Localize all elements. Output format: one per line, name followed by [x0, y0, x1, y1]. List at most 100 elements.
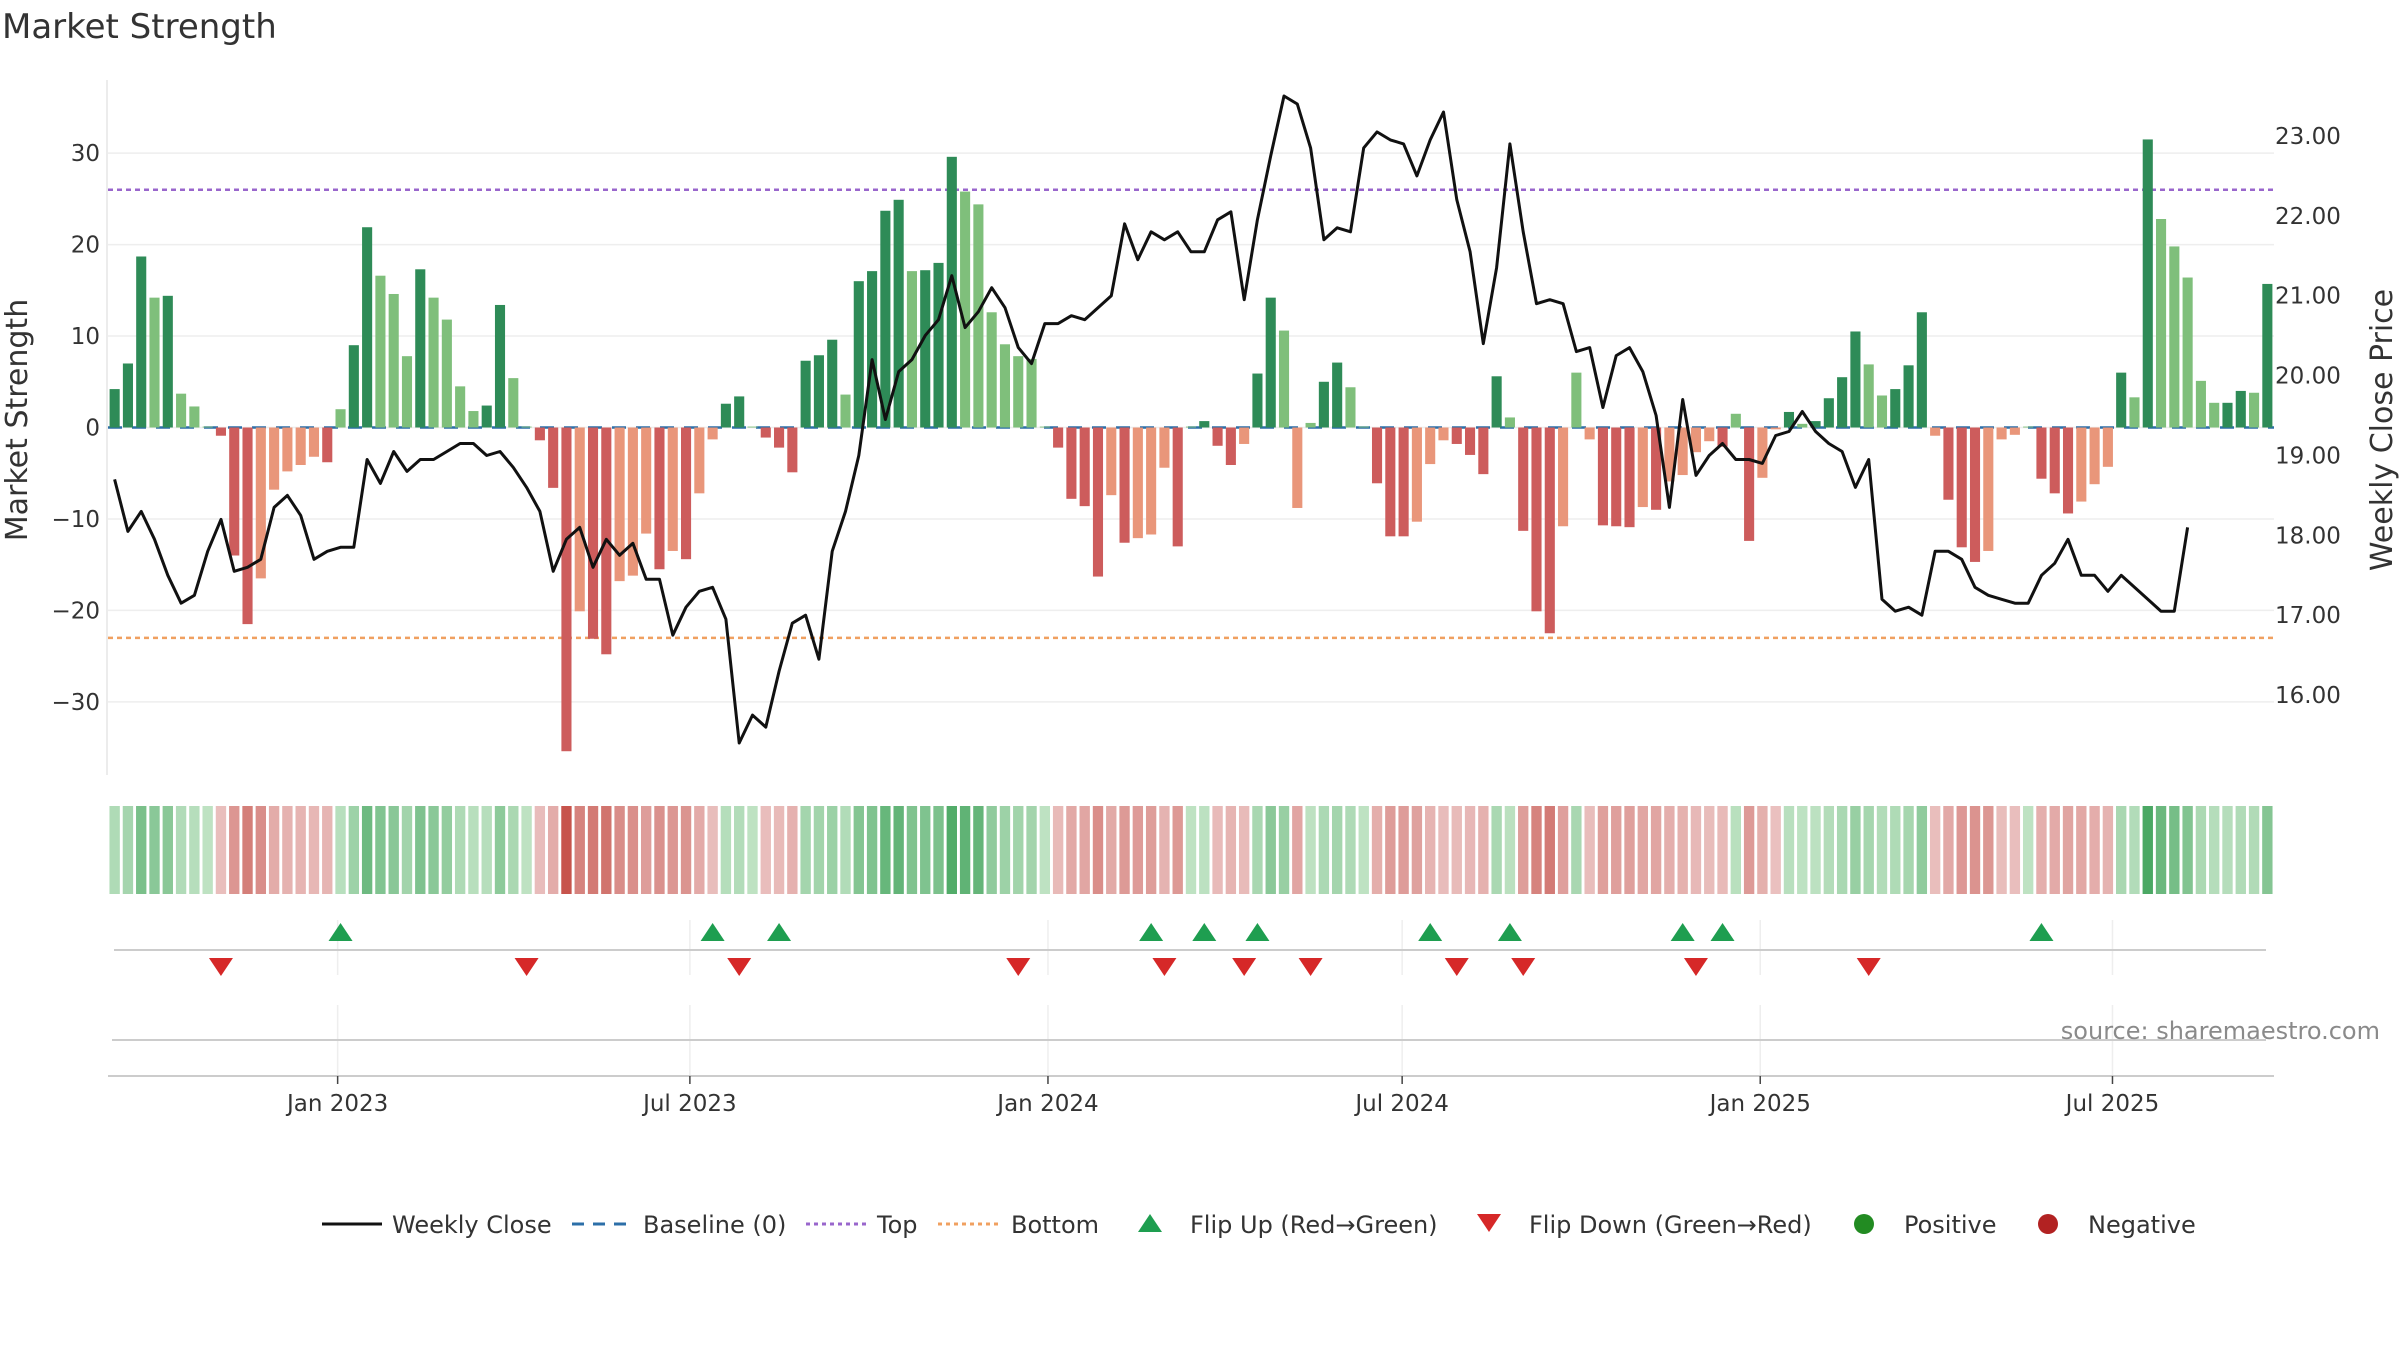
strip-cell: [1863, 806, 1874, 894]
strength-bar: [614, 427, 625, 582]
strength-bar: [189, 406, 200, 428]
strength-bar: [1478, 427, 1489, 475]
strip-cell: [1119, 806, 1130, 894]
strip-cell: [2169, 806, 2180, 894]
flip-down-marker: [1444, 958, 1469, 976]
strip-cell: [1518, 806, 1529, 894]
flip-up-marker: [1245, 923, 1270, 941]
strength-bar: [2076, 427, 2087, 502]
flip-up-marker: [1497, 923, 1522, 941]
strip-cell: [521, 806, 532, 894]
strength-bar: [747, 426, 758, 428]
strength-bar: [508, 378, 519, 428]
strip-cell: [640, 806, 652, 894]
strength-bar: [348, 345, 359, 428]
strength-bar: [2262, 283, 2273, 428]
strength-bar: [269, 427, 280, 490]
strength-bar: [1783, 411, 1795, 428]
strength-bar: [880, 210, 891, 428]
strength-bar: [1132, 427, 1143, 539]
strip-cell: [1106, 806, 1117, 894]
strip-cell: [667, 806, 678, 894]
flip-down-marker: [1683, 958, 1708, 976]
strength-bar: [494, 304, 506, 428]
flip-down-marker: [1298, 958, 1323, 976]
strip-cell: [1172, 806, 1183, 894]
strength-bar: [1332, 362, 1343, 428]
strength-bar: [242, 427, 253, 625]
strength-bar: [1212, 427, 1223, 446]
strength-bar: [1969, 427, 1981, 562]
strength-bar: [468, 411, 479, 428]
strip-cell: [322, 806, 333, 894]
strip-cell: [773, 806, 785, 894]
strip-cell: [601, 806, 612, 894]
y-axis-title: Market Strength: [0, 299, 35, 541]
strip-cell: [1664, 806, 1675, 894]
strip-cell: [1823, 806, 1835, 894]
legend-top-label: Top: [876, 1211, 918, 1239]
strip-cell: [760, 806, 771, 894]
strip-cell: [2142, 806, 2153, 894]
strength-bar: [415, 269, 426, 428]
strength-bar: [2023, 426, 2034, 428]
strength-bar: [1584, 427, 1595, 440]
strength-bar: [1850, 331, 1861, 428]
strength-bars: [109, 139, 2273, 752]
x-tick-label: Jan 2024: [995, 1091, 1098, 1117]
strip-cell: [468, 806, 479, 894]
strength-bar: [1837, 377, 1848, 428]
legend-weekly-close-label: Weekly Close: [392, 1211, 552, 1239]
strip-cell: [1385, 806, 1396, 894]
strength-bar: [2182, 277, 2193, 428]
strength-bar: [1172, 427, 1183, 547]
strip-cell: [1265, 806, 1276, 894]
strip-cell: [1252, 806, 1263, 894]
strength-bar: [1305, 422, 1316, 428]
y-tick-label: −30: [51, 690, 100, 716]
strength-bar: [149, 297, 160, 428]
strength-bar: [362, 227, 373, 428]
strip-cell: [1425, 806, 1436, 894]
flip-down-marker: [1511, 958, 1536, 976]
strength-bar: [667, 427, 678, 551]
strength-bar: [322, 427, 333, 463]
strip-cell: [933, 806, 944, 894]
strength-bar: [2169, 246, 2180, 428]
strength-bar: [999, 344, 1011, 428]
flip-down-marker: [1856, 958, 1881, 976]
strip-cell: [2049, 806, 2060, 894]
strength-bar: [641, 427, 652, 534]
strength-bar: [122, 363, 133, 428]
strip-cell: [136, 806, 147, 894]
y2-tick-label: 19.00: [2275, 443, 2341, 469]
strip-cell: [1145, 806, 1157, 894]
strip-cell: [1624, 806, 1635, 894]
strength-bar: [654, 427, 665, 570]
strip-cell: [2222, 806, 2233, 894]
strip-cell: [2009, 806, 2021, 894]
strip-cell: [1026, 806, 1037, 894]
strip-cell: [920, 806, 931, 894]
strip-cell: [2195, 806, 2207, 894]
strip-cell: [1983, 806, 1994, 894]
strip-cell: [2089, 806, 2100, 894]
strength-bar: [800, 360, 811, 428]
legend-flip-down-label: Flip Down (Green→Red): [1529, 1211, 1812, 1239]
strength-bar: [1199, 421, 1210, 428]
y-tick-label: 30: [71, 141, 100, 167]
strip-cell: [1956, 806, 1967, 894]
strip-cell: [893, 806, 904, 894]
weekly-close-line: [113, 94, 2190, 745]
strip-cell: [1757, 806, 1768, 894]
y2-tick-label: 21.00: [2275, 284, 2341, 310]
strength-bar: [1611, 427, 1622, 527]
y2-tick-label: 17.00: [2275, 603, 2341, 629]
flip-markers-panel: [114, 920, 2266, 976]
weekly-close-polyline: [113, 94, 2190, 745]
strength-bar: [136, 256, 147, 428]
strip-cell: [295, 806, 306, 894]
strength-bar: [1823, 398, 1834, 428]
strength-bar: [1026, 358, 1037, 428]
strength-bar: [1531, 427, 1542, 612]
